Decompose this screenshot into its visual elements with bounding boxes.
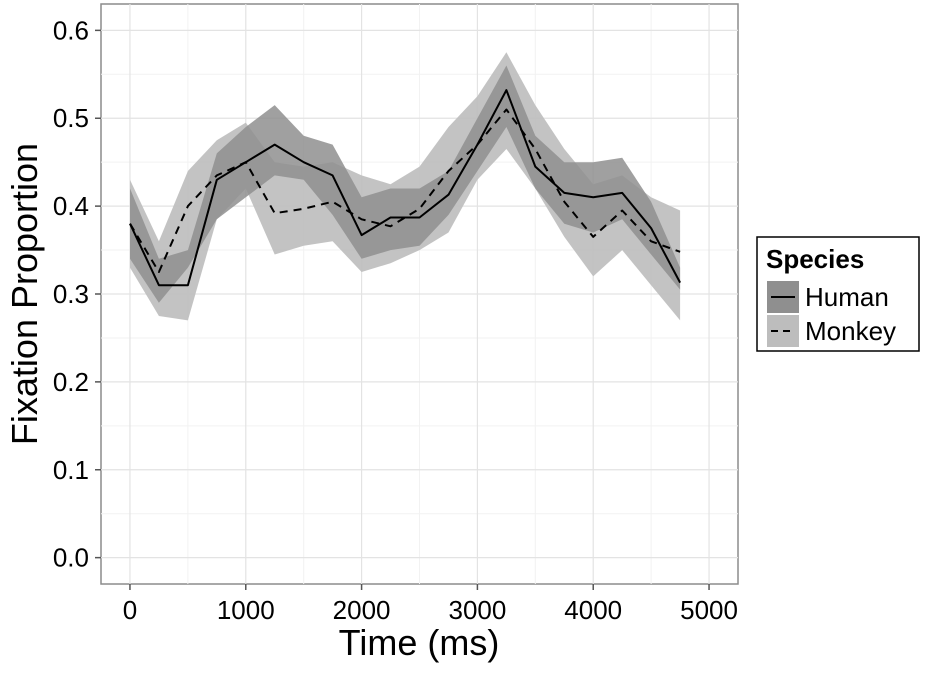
y-tick-label: 0.4	[53, 191, 89, 221]
y-tick-label: 0.6	[53, 15, 89, 45]
y-tick-label: 0.3	[53, 279, 89, 309]
human-ribbon	[130, 65, 681, 303]
legend: Species Human Monkey	[756, 236, 920, 352]
series-lines	[129, 89, 681, 287]
confidence-bands	[130, 52, 681, 321]
y-tick-label: 0.5	[53, 103, 89, 133]
monkey-ribbon	[130, 52, 681, 321]
legend-title: Species	[766, 244, 864, 274]
x-tick-label: 2000	[333, 595, 391, 625]
x-tick-label: 5000	[680, 595, 738, 625]
legend-label-monkey: Monkey	[805, 316, 896, 346]
x-tick-label: 0	[123, 595, 137, 625]
y-tick-label: 0.2	[53, 367, 89, 397]
line-monkey	[129, 108, 681, 273]
x-tick-label: 1000	[217, 595, 275, 625]
y-axis-label: Fixation Proportion	[4, 143, 45, 445]
legend-label-human: Human	[805, 282, 889, 312]
x-tick-label: 4000	[564, 595, 622, 625]
x-axis-label: Time (ms)	[339, 622, 500, 663]
y-tick-label: 0.1	[53, 455, 89, 485]
line-human	[129, 89, 681, 287]
y-tick-label: 0.0	[53, 543, 89, 573]
axis-ticks: 0 1000 2000 3000 4000 5000 0.0 0.1 0.2 0.3 0.4 0.5 0…	[53, 15, 738, 625]
x-tick-label: 3000	[448, 595, 506, 625]
